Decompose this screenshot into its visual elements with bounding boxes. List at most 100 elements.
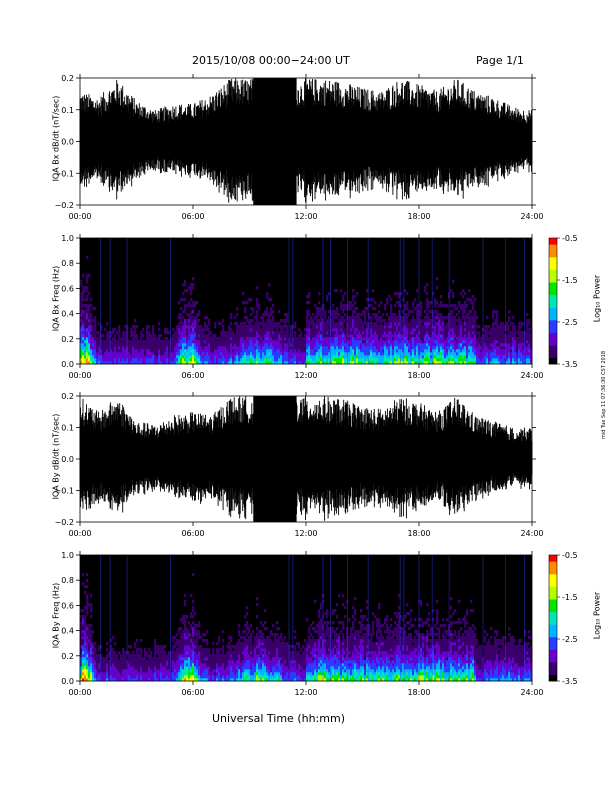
colorbar2-segment bbox=[549, 347, 557, 350]
panel4-ylabel: IQA By Freq (Hz) bbox=[51, 582, 61, 649]
colorbar4-segment bbox=[549, 672, 557, 676]
panel3-xtick-label: 24:00 bbox=[520, 529, 543, 538]
colorbar4-tick-label: -1.5 bbox=[562, 593, 578, 602]
colorbar2-segment bbox=[549, 317, 557, 321]
colorbar4-segment bbox=[549, 597, 557, 600]
colorbar2-segment bbox=[549, 290, 557, 293]
colorbar4-segment bbox=[549, 563, 557, 566]
colorbar2-segment bbox=[549, 286, 557, 289]
colorbar4-segment bbox=[549, 626, 557, 629]
colorbar2-segment bbox=[549, 319, 557, 323]
colorbar2-segment bbox=[549, 248, 557, 251]
colorbar2-segment bbox=[549, 359, 557, 363]
colorbar4-segment bbox=[549, 588, 557, 592]
colorbar2-label: Log₁₀ Power bbox=[592, 591, 602, 640]
colorbar4-segment bbox=[549, 573, 557, 577]
colorbar4-segment bbox=[549, 601, 557, 604]
colorbar2-segment bbox=[549, 284, 557, 287]
colorbar4-segment bbox=[549, 678, 557, 682]
panel3-ytick-label: −0.1 bbox=[55, 487, 74, 496]
panel4-ytick-label: 0.8 bbox=[61, 576, 74, 585]
colorbar2-segment bbox=[549, 246, 557, 249]
colorbar4-segment bbox=[549, 599, 557, 602]
colorbar2-segment bbox=[549, 330, 557, 333]
colorbar2-segment bbox=[549, 361, 557, 365]
colorbar2-segment bbox=[549, 307, 557, 310]
colorbar4-segment bbox=[549, 647, 557, 650]
panel1-xtick-label: 24:00 bbox=[520, 212, 543, 221]
colorbar4-segment bbox=[549, 559, 557, 562]
page-title: 2015/10/08 00:00−24:00 UT bbox=[192, 54, 350, 67]
colorbar2-segment bbox=[549, 357, 557, 361]
panel4-xtick-label: 18:00 bbox=[407, 688, 430, 697]
colorbar2-segment bbox=[549, 292, 557, 296]
panel3-ylabel: IQA By dB/dt (nT/sec) bbox=[51, 413, 61, 500]
colorbar2-segment bbox=[549, 332, 557, 335]
panel1-ytick-label: 0.2 bbox=[61, 74, 74, 83]
colorbar4-segment bbox=[549, 666, 557, 669]
panel2-ytick-label: 0.6 bbox=[61, 284, 74, 293]
colorbar4-segment bbox=[549, 657, 557, 661]
panel2-ytick-label: 0.0 bbox=[61, 360, 74, 369]
page-number: Page 1/1 bbox=[476, 54, 524, 67]
colorbar2-segment bbox=[549, 269, 557, 272]
colorbar4-segment bbox=[549, 605, 557, 608]
colorbar2-tick-label: -0.5 bbox=[562, 234, 578, 243]
colorbar4-segment bbox=[549, 651, 557, 655]
colorbar4-tick-label: -2.5 bbox=[562, 635, 578, 644]
colorbar4-segment bbox=[549, 632, 557, 636]
colorbar2-segment bbox=[549, 267, 557, 270]
panel2-xtick-label: 24:00 bbox=[520, 371, 543, 380]
colorbar4-tick-label: -0.5 bbox=[562, 551, 578, 560]
colorbar4-segment bbox=[549, 630, 557, 634]
panel2-ytick-label: 1.0 bbox=[61, 234, 74, 243]
colorbar2-segment bbox=[549, 334, 557, 338]
colorbar4-segment bbox=[549, 571, 557, 575]
x-axis-title: Universal Time (hh:mm) bbox=[212, 712, 345, 725]
colorbar4-segment bbox=[549, 653, 557, 657]
panel4-ytick-label: 0.4 bbox=[61, 627, 74, 636]
panel3-xtick-label: 12:00 bbox=[294, 529, 317, 538]
panel4-xtick-label: 12:00 bbox=[294, 688, 317, 697]
panel1-trace bbox=[79, 78, 533, 204]
colorbar2-segment bbox=[549, 250, 557, 254]
colorbar2-segment bbox=[549, 355, 557, 359]
colorbar4-segment bbox=[549, 586, 557, 589]
panel2-ytick-label: 0.8 bbox=[61, 259, 74, 268]
colorbar2-segment bbox=[549, 311, 557, 314]
colorbar4-segment bbox=[549, 565, 557, 568]
colorbar2-segment bbox=[549, 296, 557, 300]
colorbar2-segment bbox=[549, 328, 557, 331]
colorbar2-segment bbox=[549, 326, 557, 329]
colorbar1-label: Log₁₀ Power bbox=[592, 274, 602, 323]
colorbar2-tick-label: -1.5 bbox=[562, 276, 578, 285]
colorbar4-segment bbox=[549, 670, 557, 673]
colorbar2-segment bbox=[549, 275, 557, 279]
panel1-xtick-label: 00:00 bbox=[68, 212, 91, 221]
panel3-trace bbox=[79, 396, 533, 522]
panel4-xtick-label: 00:00 bbox=[68, 688, 91, 697]
panel3-ytick-label: 0.2 bbox=[61, 392, 74, 401]
panel1-ytick-label: 0.1 bbox=[61, 106, 74, 115]
colorbar2-segment bbox=[549, 305, 557, 308]
panel4-ytick-label: 0.2 bbox=[61, 652, 74, 661]
colorbar4-segment bbox=[549, 607, 557, 610]
colorbar4-segment bbox=[549, 643, 557, 646]
colorbar4-segment bbox=[549, 569, 557, 573]
colorbar2-segment bbox=[549, 301, 557, 304]
colorbar2-segment bbox=[549, 340, 557, 344]
colorbar2-segment bbox=[549, 242, 557, 245]
panel1-ytick-label: −0.1 bbox=[55, 169, 74, 178]
colorbar4-segment bbox=[549, 664, 557, 667]
colorbar2-segment bbox=[549, 238, 557, 241]
colorbar2-segment bbox=[549, 277, 557, 281]
colorbar4-segment bbox=[549, 603, 557, 606]
colorbar2-segment bbox=[549, 261, 557, 264]
panel1-dense-block bbox=[253, 78, 297, 205]
colorbar4-segment bbox=[549, 611, 557, 615]
colorbar2-segment bbox=[549, 288, 557, 291]
colorbar4-segment bbox=[549, 624, 557, 627]
panel2-ylabel: IQA Bx Freq (Hz) bbox=[51, 265, 61, 332]
colorbar4-segment bbox=[549, 676, 557, 680]
